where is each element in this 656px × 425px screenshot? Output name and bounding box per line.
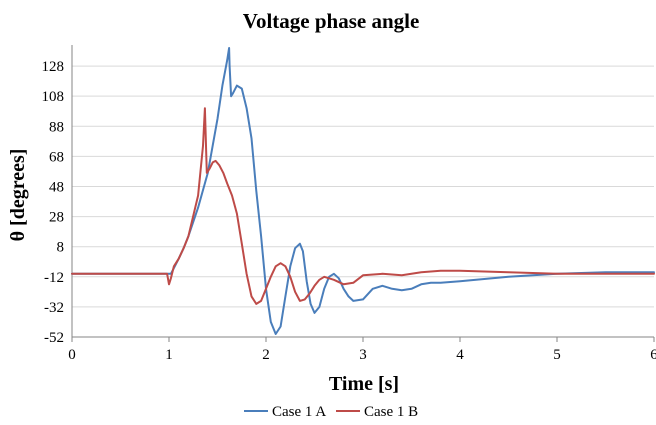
series-line-case-1-b (71, 107, 655, 305)
y-axis-tick-labels: 128 108 88 68 48 28 8 -12 -32 -52 (42, 59, 65, 346)
x-axis-tick-labels: 0 1 2 3 4 5 6 (68, 347, 656, 363)
x-tick-label: 5 (553, 347, 561, 363)
chart-title: Voltage phase angle (243, 9, 420, 33)
x-tick-label: 0 (68, 347, 76, 363)
axes (71, 45, 655, 342)
x-tick-label: 6 (650, 347, 656, 363)
x-axis-title: Time [s] (329, 373, 399, 395)
y-tick-label: 48 (49, 179, 64, 195)
x-tick-label: 4 (456, 347, 464, 363)
y-tick-label: 128 (42, 59, 65, 75)
y-tick-label: -52 (44, 330, 64, 346)
y-tick-label: -32 (44, 300, 64, 316)
x-tick-label: 3 (359, 347, 367, 363)
y-tick-label: 68 (49, 149, 64, 165)
y-tick-label: -12 (44, 270, 64, 286)
legend: Case 1 A Case 1 B (244, 404, 418, 420)
y-axis-title: θ [degrees] (7, 149, 29, 242)
gridlines (72, 65, 654, 338)
y-tick-label: 8 (57, 240, 65, 256)
series-lines (71, 47, 655, 335)
legend-label: Case 1 B (364, 404, 418, 420)
y-tick-label: 108 (42, 89, 65, 105)
x-tick-label: 2 (262, 347, 270, 363)
x-tick-label: 1 (165, 347, 173, 363)
series-line-case-1-a (71, 47, 655, 335)
y-tick-label: 88 (49, 119, 64, 135)
legend-label: Case 1 A (272, 404, 326, 420)
y-tick-label: 28 (49, 210, 64, 226)
